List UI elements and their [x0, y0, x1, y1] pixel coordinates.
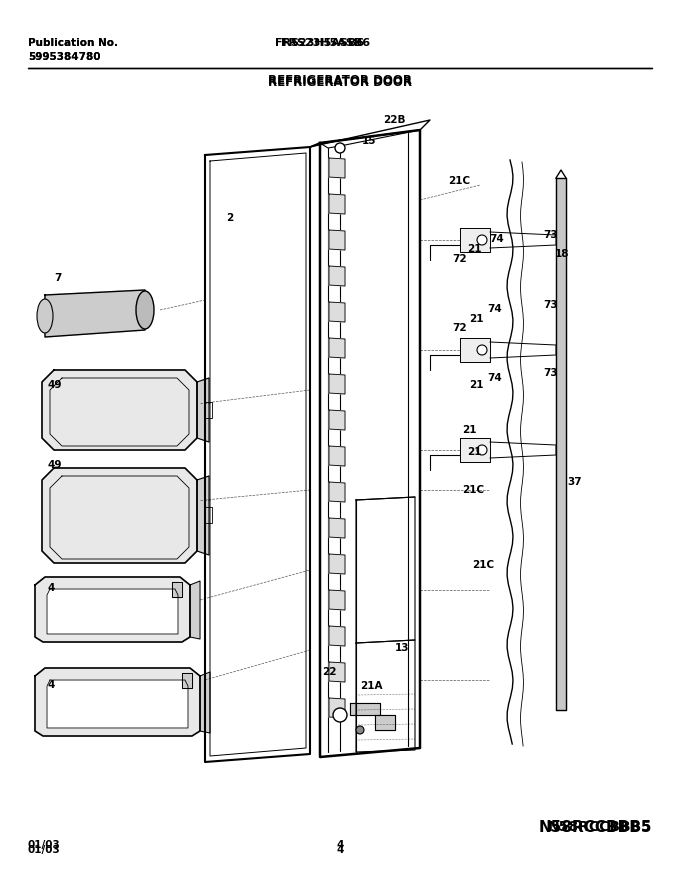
Ellipse shape — [37, 299, 53, 333]
Text: 74: 74 — [487, 304, 502, 314]
Polygon shape — [190, 581, 200, 639]
Text: 4: 4 — [337, 840, 343, 850]
Text: REFRIGERATOR DOOR: REFRIGERATOR DOOR — [268, 76, 412, 89]
Polygon shape — [329, 698, 345, 718]
Polygon shape — [329, 554, 345, 574]
Polygon shape — [329, 266, 345, 286]
Polygon shape — [329, 518, 345, 538]
Text: 5995384780: 5995384780 — [28, 52, 101, 62]
Text: 21C: 21C — [462, 485, 484, 495]
Text: 21C: 21C — [472, 560, 494, 570]
Text: 01/03: 01/03 — [28, 840, 61, 850]
Polygon shape — [375, 715, 395, 730]
Text: N58RCCBBB5: N58RCCBBB5 — [539, 820, 652, 835]
Text: 21C: 21C — [448, 176, 470, 186]
Polygon shape — [329, 662, 345, 682]
Polygon shape — [329, 194, 345, 214]
Text: 22B: 22B — [383, 115, 405, 125]
Text: 4: 4 — [337, 845, 343, 855]
Text: 74: 74 — [489, 234, 504, 244]
Text: 22: 22 — [322, 667, 337, 677]
Circle shape — [477, 345, 487, 355]
Text: 01/03: 01/03 — [28, 845, 61, 855]
Circle shape — [335, 143, 345, 153]
Polygon shape — [460, 338, 490, 362]
Text: Publication No.: Publication No. — [28, 38, 118, 48]
Circle shape — [333, 708, 347, 722]
Text: 74: 74 — [487, 373, 502, 383]
Text: 7: 7 — [54, 273, 61, 283]
Text: 49: 49 — [48, 380, 63, 390]
Polygon shape — [172, 582, 182, 597]
Text: REFRIGERATOR DOOR: REFRIGERATOR DOOR — [268, 74, 412, 87]
Text: 5995384780: 5995384780 — [28, 52, 101, 62]
Text: 4: 4 — [48, 583, 55, 593]
Polygon shape — [47, 589, 178, 634]
Text: 73: 73 — [543, 300, 558, 310]
Text: 72: 72 — [452, 254, 466, 264]
Polygon shape — [35, 577, 190, 642]
Text: 21: 21 — [462, 425, 477, 435]
Text: FRS23H5ASB6: FRS23H5ASB6 — [275, 38, 364, 48]
Text: 21A: 21A — [360, 681, 382, 691]
Text: 21: 21 — [469, 380, 483, 390]
Text: 15: 15 — [362, 136, 377, 146]
Text: 73: 73 — [543, 368, 558, 378]
Polygon shape — [329, 626, 345, 646]
Polygon shape — [329, 374, 345, 394]
Text: 37: 37 — [567, 477, 581, 487]
Polygon shape — [329, 338, 345, 358]
Polygon shape — [35, 668, 200, 736]
Circle shape — [477, 235, 487, 245]
Circle shape — [477, 445, 487, 455]
Text: FRS23H5ASB6: FRS23H5ASB6 — [282, 38, 371, 48]
Polygon shape — [460, 228, 490, 252]
Text: 21: 21 — [467, 447, 481, 457]
Text: 18: 18 — [555, 249, 570, 259]
Polygon shape — [45, 290, 145, 337]
Polygon shape — [329, 446, 345, 466]
Text: 49: 49 — [48, 460, 63, 470]
Text: 4: 4 — [48, 680, 55, 690]
Text: 72: 72 — [452, 323, 466, 333]
Polygon shape — [42, 370, 197, 450]
Text: Publication No.: Publication No. — [28, 38, 118, 48]
Text: 2: 2 — [226, 213, 233, 223]
Polygon shape — [329, 410, 345, 430]
Polygon shape — [556, 178, 566, 710]
Polygon shape — [329, 230, 345, 250]
Polygon shape — [197, 378, 209, 442]
Polygon shape — [350, 703, 380, 715]
Text: 13: 13 — [395, 643, 409, 653]
Polygon shape — [329, 158, 345, 178]
Polygon shape — [200, 672, 210, 733]
Text: 21: 21 — [467, 244, 481, 254]
Polygon shape — [47, 680, 188, 728]
Polygon shape — [329, 302, 345, 322]
Polygon shape — [460, 438, 490, 462]
Circle shape — [356, 726, 364, 734]
Polygon shape — [182, 673, 192, 688]
Polygon shape — [329, 482, 345, 502]
Text: N58RCCBBB5: N58RCCBBB5 — [548, 820, 652, 834]
Polygon shape — [42, 468, 197, 563]
Text: 21: 21 — [469, 314, 483, 324]
Polygon shape — [197, 476, 209, 555]
Text: 73: 73 — [543, 230, 558, 240]
Ellipse shape — [136, 291, 154, 329]
Polygon shape — [329, 590, 345, 610]
